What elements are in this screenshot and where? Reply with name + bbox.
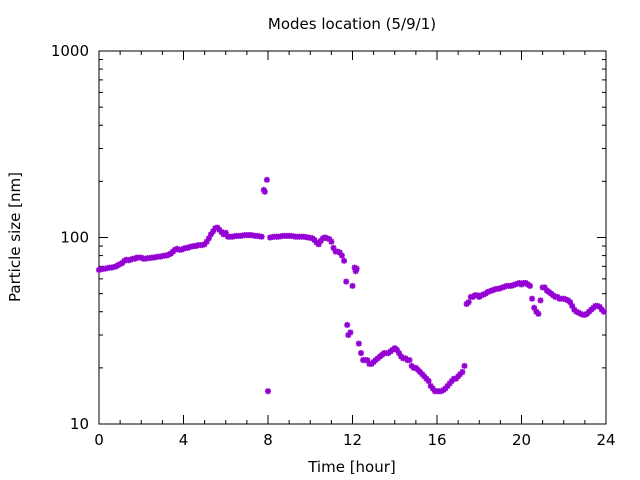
data-point xyxy=(353,265,360,272)
data-point xyxy=(355,340,362,347)
data-point xyxy=(208,231,214,238)
data-point xyxy=(258,233,265,240)
y-tick-label: 10 xyxy=(70,415,89,433)
data-point xyxy=(180,245,187,252)
y-tick-label: 1000 xyxy=(51,42,89,60)
data-point xyxy=(203,238,210,245)
data-point xyxy=(222,229,229,236)
data-point xyxy=(497,285,504,292)
x-tick-label: 4 xyxy=(179,431,189,449)
data-point xyxy=(567,299,574,306)
data-point xyxy=(461,362,468,369)
data-point xyxy=(261,188,268,195)
data-point xyxy=(358,350,364,357)
y-axis-title: Particle size [nm] xyxy=(6,172,24,302)
data-point xyxy=(527,282,533,289)
data-point xyxy=(364,357,371,364)
data-point xyxy=(330,244,337,251)
data-point xyxy=(396,350,402,357)
data-point xyxy=(459,369,466,375)
data-point xyxy=(344,321,351,328)
data-point xyxy=(311,237,318,243)
x-tick-label: 24 xyxy=(596,431,615,449)
data-point xyxy=(529,295,536,302)
y-tick-label: 100 xyxy=(60,229,89,247)
data-point xyxy=(315,241,322,248)
data-point xyxy=(425,378,432,384)
x-tick-label: 20 xyxy=(512,431,531,449)
x-tick-label: 8 xyxy=(263,431,273,449)
data-point xyxy=(537,297,544,304)
data-point xyxy=(322,234,328,241)
data-point xyxy=(569,302,576,309)
data-point xyxy=(263,176,270,183)
data-point xyxy=(531,304,538,311)
data-point xyxy=(594,302,601,309)
data-point xyxy=(210,228,217,235)
data-point xyxy=(174,245,181,252)
data-point xyxy=(427,382,434,389)
data-point xyxy=(465,299,472,306)
data-point xyxy=(343,278,350,285)
data-point xyxy=(491,286,497,293)
data-point xyxy=(349,282,356,289)
data-point xyxy=(324,235,331,242)
data-point xyxy=(501,283,508,290)
data-point xyxy=(562,296,569,303)
x-tick-label: 0 xyxy=(94,431,104,449)
data-point xyxy=(193,243,200,249)
x-tick-label: 16 xyxy=(427,431,446,449)
data-point xyxy=(600,308,607,315)
data-point xyxy=(265,388,271,395)
data-point xyxy=(341,257,348,264)
data-point xyxy=(205,235,212,242)
data-point xyxy=(444,382,451,389)
data-point xyxy=(442,385,449,392)
data-point xyxy=(319,235,326,242)
data-point xyxy=(178,246,185,253)
data-point xyxy=(336,249,343,256)
data-point xyxy=(345,332,352,338)
data-point xyxy=(317,237,324,244)
data-point xyxy=(172,246,179,253)
data-point xyxy=(535,310,542,317)
plot-frame xyxy=(98,50,607,425)
data-point xyxy=(338,252,345,259)
data-point xyxy=(326,236,333,243)
data-point xyxy=(347,329,354,336)
x-tick-label: 12 xyxy=(343,431,362,449)
x-axis-title: Time [hour] xyxy=(307,458,396,476)
data-point xyxy=(328,238,335,245)
data-point xyxy=(199,242,206,249)
chart-title: Modes location (5/9/1) xyxy=(268,15,436,33)
data-point xyxy=(596,303,603,310)
data-point xyxy=(541,284,548,291)
data-point xyxy=(406,357,413,364)
data-point xyxy=(393,346,400,353)
data-point xyxy=(352,268,359,275)
data-point xyxy=(480,291,487,298)
data-point xyxy=(201,241,208,248)
data-point xyxy=(429,385,436,392)
